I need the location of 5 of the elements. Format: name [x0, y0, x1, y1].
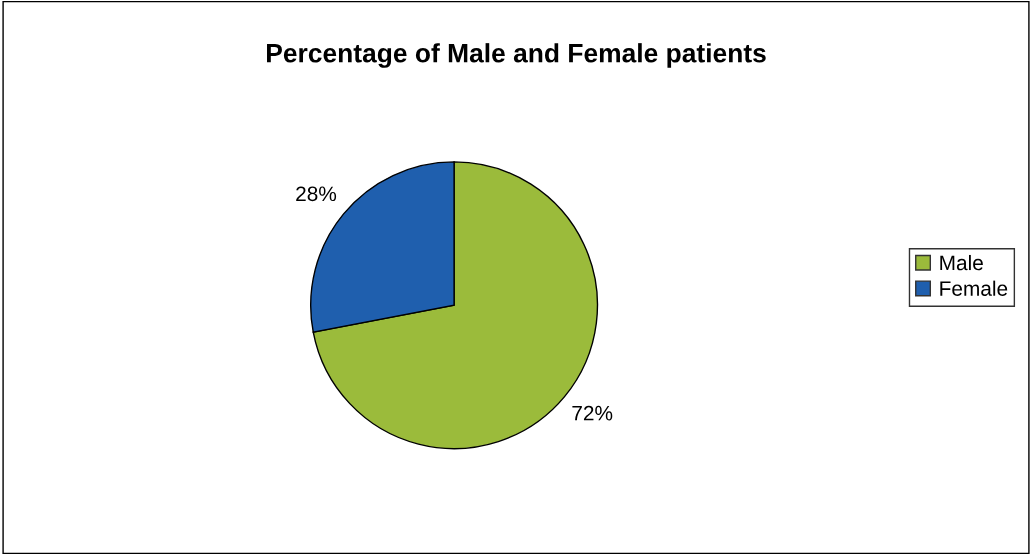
legend-label: Male	[940, 254, 983, 271]
data-label: 28%	[296, 186, 337, 202]
chart-title: Percentage of Male and Female patients	[267, 43, 766, 68]
legend-label: Female	[940, 280, 1008, 296]
data-label: 72%	[572, 405, 613, 421]
